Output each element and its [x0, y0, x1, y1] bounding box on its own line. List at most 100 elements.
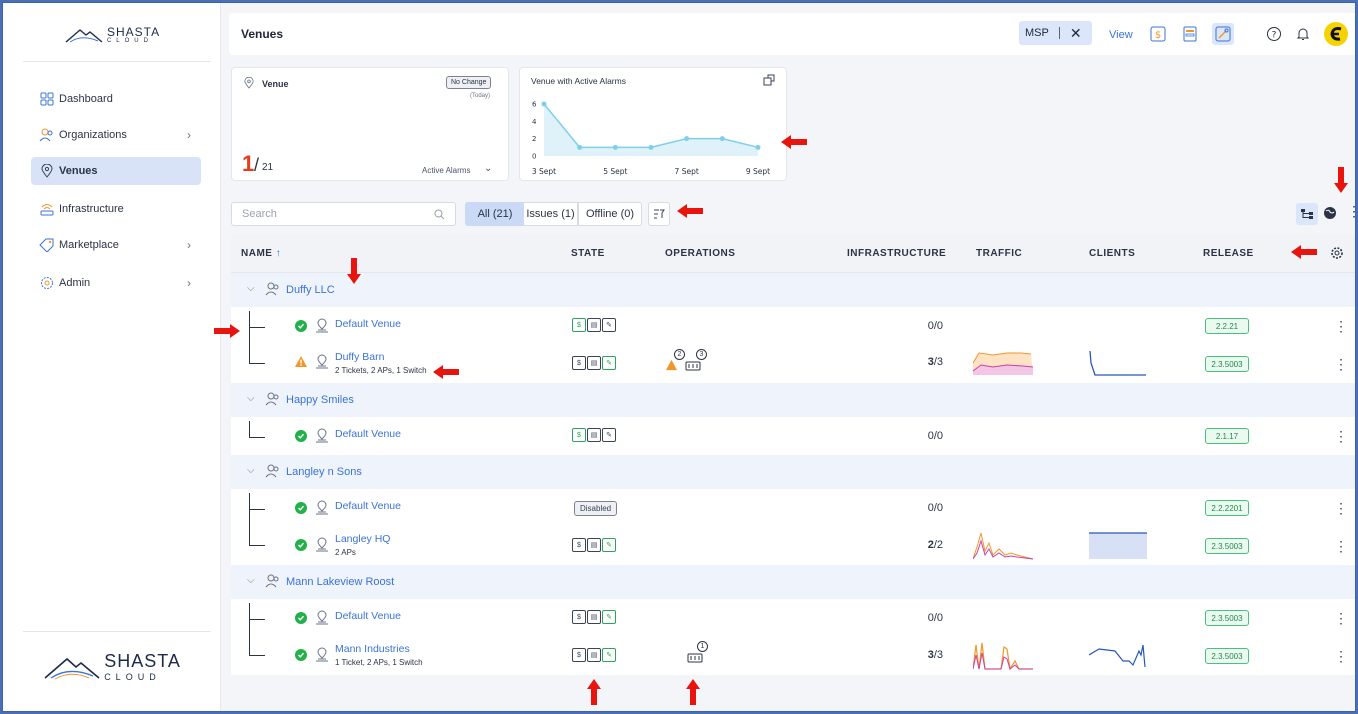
venue-name-link[interactable]: Mann Industries	[335, 643, 410, 655]
x-tick-label: 3 Sept	[532, 167, 556, 176]
tree-line	[249, 437, 265, 438]
view-dollar-button[interactable]: $	[1147, 23, 1169, 45]
venue-pin-icon	[244, 77, 254, 89]
advanced-filter-button[interactable]	[648, 202, 670, 226]
chart-point[interactable]	[719, 136, 725, 142]
chart-point[interactable]	[755, 144, 761, 150]
chart-point[interactable]	[541, 101, 547, 107]
wifi-router-icon	[39, 201, 55, 217]
chart-point[interactable]	[612, 144, 618, 150]
table-row[interactable]: Langley HQ 2 APs $ ▤ ✎ 2/2 2.3.5003 ⋮	[231, 527, 1355, 563]
sidebar-item-venues[interactable]: Venues	[31, 157, 201, 185]
search-field[interactable]	[231, 202, 456, 226]
chart-point[interactable]	[684, 136, 690, 142]
venue-name-link[interactable]: Langley HQ	[335, 533, 391, 545]
column-header-clients[interactable]: CLIENTS	[1089, 248, 1136, 259]
column-header-traffic[interactable]: TRAFFIC	[976, 248, 1023, 259]
sidebar-item-organizations[interactable]: Organizations ›	[31, 121, 201, 149]
close-icon[interactable]: ✕	[1069, 24, 1082, 41]
search-icon	[434, 209, 445, 220]
infrastructure-count: 0/0	[927, 502, 943, 514]
chart-point[interactable]	[648, 144, 654, 150]
operations-tickets[interactable]: 1	[687, 641, 717, 665]
row-menu-icon[interactable]: ⋮	[1334, 610, 1348, 626]
chart-point[interactable]	[577, 144, 583, 150]
chevron-down-icon[interactable]: ⌄	[484, 163, 493, 174]
msp-selector[interactable]: MSP ✕	[1019, 21, 1092, 45]
red-arrow-annotation	[1334, 167, 1348, 193]
organizations-icon	[39, 127, 55, 143]
venue-name-link[interactable]: Default Venue	[335, 428, 401, 440]
sidebar-item-admin[interactable]: Admin ›	[31, 269, 201, 297]
group-row-langley-n-sons[interactable]: ⌵ Langley n Sons	[231, 455, 1355, 489]
column-header-state[interactable]: STATE	[571, 248, 605, 259]
avatar[interactable]	[1323, 21, 1349, 47]
status-ok-icon	[295, 502, 307, 514]
column-header-operations[interactable]: OPERATIONS	[665, 248, 736, 259]
row-menu-icon[interactable]: ⋮	[1334, 428, 1348, 444]
group-row-duffy-llc[interactable]: ⌵ Duffy LLC	[231, 273, 1355, 307]
operations-alarms[interactable]: 2 3	[665, 349, 715, 373]
filter-offline-button[interactable]: Offline (0)	[578, 202, 642, 226]
chevron-down-icon[interactable]: ⌵	[247, 283, 255, 294]
ticket-icon	[685, 361, 701, 371]
venue-name-link[interactable]: Default Venue	[335, 318, 401, 330]
sidebar-item-infrastructure[interactable]: Infrastructure	[31, 195, 201, 223]
tree-view-button[interactable]	[1296, 203, 1318, 225]
chevron-down-icon[interactable]: ⌵	[247, 393, 255, 404]
column-header-infrastructure[interactable]: INFRASTRUCTURE	[847, 248, 947, 259]
table-row[interactable]: Mann Industries 1 Ticket, 2 APs, 1 Switc…	[231, 637, 1355, 673]
table-header: NAME ↑ STATE OPERATIONS INFRASTRUCTURE T…	[231, 235, 1355, 273]
group-name[interactable]: Mann Lakeview Roost	[286, 576, 395, 588]
venue-name-link[interactable]: Default Venue	[335, 610, 401, 622]
table-row[interactable]: Default Venue Disabled 0/0 2.2.2201 ⋮	[231, 491, 1355, 527]
group-name[interactable]: Duffy LLC	[286, 284, 335, 296]
venue-name-link[interactable]: Default Venue	[335, 500, 401, 512]
sidebar-item-dashboard[interactable]: Dashboard	[31, 85, 201, 113]
sidebar-item-marketplace[interactable]: Marketplace ›	[31, 231, 201, 259]
infrastructure-count: 0/0	[927, 320, 943, 332]
row-menu-icon[interactable]: ⋮	[1334, 648, 1348, 664]
release-badge: 2.2.21	[1205, 318, 1249, 334]
state-icons: $ ▤ ✎	[572, 648, 616, 662]
x-tick-label: 9 Sept	[746, 167, 770, 176]
active-count: 1	[242, 151, 255, 176]
sidebar-item-label: Marketplace	[59, 239, 119, 251]
view-tools-button[interactable]	[1212, 23, 1234, 45]
sidebar: SHASTA CLOUD Dashboard Organizations › V…	[3, 3, 221, 711]
row-menu-icon[interactable]: ⋮	[1334, 318, 1348, 334]
table-row[interactable]: Default Venue $ ▤ ✎ 0/0 2.3.5003 ⋮	[231, 601, 1355, 637]
group-row-mann-lakeview-roost[interactable]: ⌵ Mann Lakeview Roost	[231, 565, 1355, 599]
filter-issues-button[interactable]: Issues (1)	[524, 202, 578, 226]
column-header-release[interactable]: RELEASE	[1203, 248, 1254, 259]
search-input[interactable]	[232, 203, 422, 225]
more-options-icon[interactable]: ⋮	[1347, 204, 1355, 218]
brand-logo[interactable]: SHASTA CLOUD	[3, 25, 221, 44]
venue-summary: 2 APs	[335, 548, 356, 557]
help-icon[interactable]: ?	[1265, 25, 1283, 43]
globe-view-button[interactable]	[1323, 206, 1337, 223]
chevron-down-icon[interactable]: ⌵	[247, 465, 255, 476]
group-name[interactable]: Langley n Sons	[286, 466, 362, 478]
row-menu-icon[interactable]: ⋮	[1334, 356, 1348, 372]
bell-icon[interactable]	[1294, 25, 1312, 43]
table-row[interactable]: Duffy Barn 2 Tickets, 2 APs, 1 Switch $ …	[231, 345, 1355, 381]
group-name[interactable]: Happy Smiles	[286, 394, 354, 406]
table-row[interactable]: Default Venue $ ▤ ✎ 0/0 2.2.21 ⋮	[231, 309, 1355, 345]
row-menu-icon[interactable]: ⋮	[1334, 500, 1348, 516]
venue-icon	[316, 318, 328, 333]
venue-name-link[interactable]: Duffy Barn	[335, 351, 385, 363]
filter-all-button[interactable]: All (21)	[465, 202, 525, 226]
column-settings-icon[interactable]	[1330, 246, 1344, 260]
chevron-down-icon[interactable]: ⌵	[247, 575, 255, 586]
status-ok-icon	[295, 430, 307, 442]
globe-icon	[1324, 207, 1336, 219]
table-row[interactable]: Default Venue $ ▤ ✎ 0/0 2.1.17 ⋮	[231, 419, 1355, 455]
column-header-name[interactable]: NAME ↑	[241, 248, 282, 259]
group-row-happy-smiles[interactable]: ⌵ Happy Smiles	[231, 383, 1355, 417]
status-ok-icon	[295, 612, 307, 624]
expand-icon[interactable]	[763, 74, 775, 86]
brand-sub: CLOUD	[104, 672, 161, 682]
view-report-button[interactable]	[1179, 23, 1201, 45]
row-menu-icon[interactable]: ⋮	[1334, 538, 1348, 554]
